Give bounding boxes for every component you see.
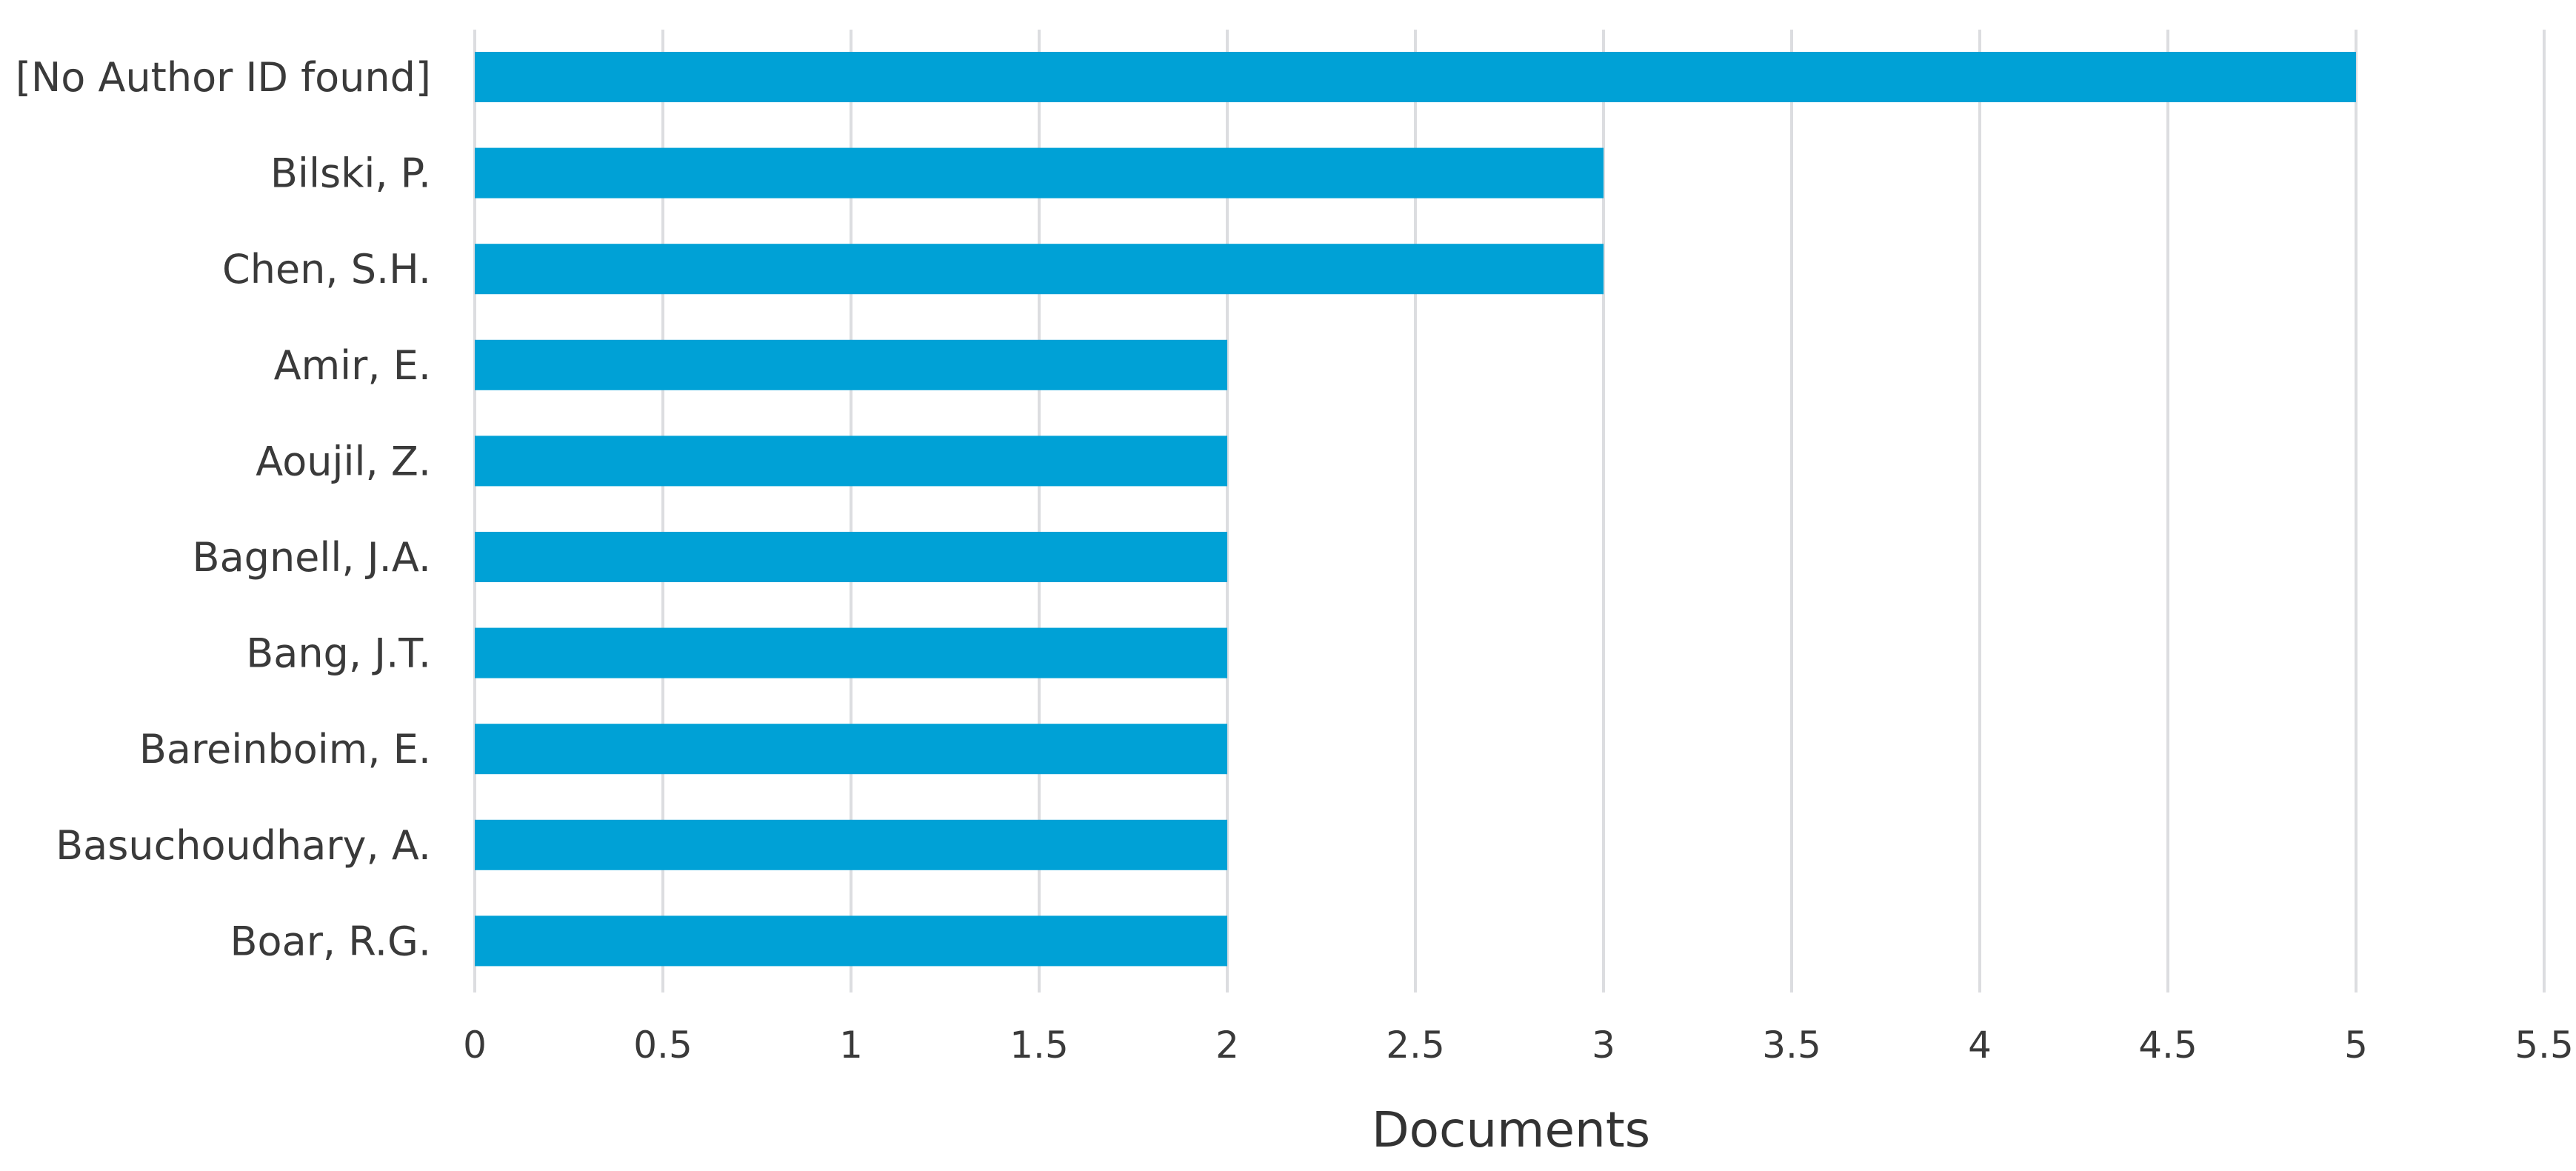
category-label: Amir, E. xyxy=(274,342,431,389)
bar xyxy=(475,147,1604,198)
bar xyxy=(475,532,1227,582)
category-label: Boar, R.G. xyxy=(230,918,431,964)
category-label: Chen, S.H. xyxy=(222,246,431,293)
x-tick-label: 5.5 xyxy=(2515,1024,2574,1067)
x-tick-label: 3.5 xyxy=(1762,1024,1821,1067)
x-tick-label: 2 xyxy=(1215,1024,1239,1067)
bars xyxy=(475,52,2356,967)
bar xyxy=(475,244,1604,295)
x-tick-label: 4 xyxy=(1968,1024,1992,1067)
x-tick-label: 2.5 xyxy=(1386,1024,1445,1067)
x-axis-title: Documents xyxy=(1372,1101,1650,1158)
x-tick-label: 1 xyxy=(839,1024,863,1067)
bar xyxy=(475,436,1227,487)
category-label: Aoujil, Z. xyxy=(256,438,431,484)
x-tick-label: 1.5 xyxy=(1010,1024,1069,1067)
category-label: Basuchoudhary, A. xyxy=(56,822,431,869)
x-tick-label: 3 xyxy=(1592,1024,1615,1067)
bar xyxy=(475,52,2356,102)
category-labels: [No Author ID found] Bilski, P. Chen, S.H.… xyxy=(16,54,431,964)
bar xyxy=(475,819,1227,870)
bar xyxy=(475,339,1227,390)
x-tick-label: 5 xyxy=(2344,1024,2368,1067)
x-tick-labels: 0 0.5 1 1.5 2 2.5 3 3.5 4 4.5 5 5.5 xyxy=(463,1024,2574,1067)
category-label: Bilski, P. xyxy=(270,150,431,197)
category-label: Bang, J.T. xyxy=(246,630,431,677)
x-tick-label: 0.5 xyxy=(633,1024,693,1067)
x-tick-label: 4.5 xyxy=(2138,1024,2198,1067)
category-label: Bareinboim, E. xyxy=(139,726,431,773)
bar xyxy=(475,915,1227,967)
bar xyxy=(475,627,1227,678)
x-tick-label: 0 xyxy=(463,1024,487,1067)
category-label: [No Author ID found] xyxy=(16,54,431,101)
category-label: Bagnell, J.A. xyxy=(193,534,431,581)
bar xyxy=(475,724,1227,775)
